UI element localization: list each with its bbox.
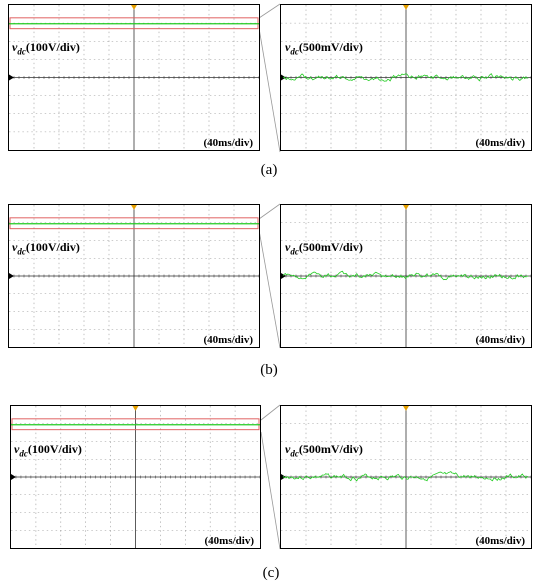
trigger-marker — [403, 205, 409, 210]
main-time-scale-b: (40ms/div) — [203, 334, 254, 346]
dc-voltage-ripple-trace — [282, 270, 529, 281]
zoom-scope-c: vdc(500mV/div) (40ms/div) — [280, 405, 532, 549]
ground-marker — [9, 74, 14, 81]
trigger-marker — [131, 205, 137, 210]
main-scope-c: vdc(100V/div) (40ms/div) — [10, 405, 261, 549]
main-grid-a — [9, 5, 259, 150]
zoom-scale-label-a: vdc(500mV/div) — [285, 40, 363, 57]
caption-a: (a) — [260, 162, 278, 178]
trigger-marker — [403, 406, 409, 411]
dc-voltage-ripple-trace — [282, 73, 529, 82]
main-time-scale-c: (40ms/div) — [204, 535, 255, 547]
main-scale-label-a: vdc(100V/div) — [12, 40, 80, 57]
main-time-scale-a: (40ms/div) — [203, 137, 254, 149]
zoom-scope-a: vdc(500mV/div) (40ms/div) — [280, 4, 532, 151]
main-scope-b: vdc(100V/div) (40ms/div) — [8, 204, 260, 348]
zoom-scale-label-b: vdc(500mV/div) — [285, 240, 363, 257]
zoom-scale-label-c: vdc(500mV/div) — [285, 442, 363, 459]
zoom-grid-c — [281, 406, 531, 548]
trigger-marker — [132, 406, 139, 411]
zoom-scope-b: vdc(500mV/div) (40ms/div) — [280, 204, 532, 348]
zoom-time-scale-b: (40ms/div) — [475, 334, 526, 346]
zoom-time-scale-a: (40ms/div) — [475, 137, 526, 149]
main-grid-c — [11, 406, 260, 548]
caption-c: (c) — [262, 565, 280, 581]
main-scope-a: vdc(100V/div) (40ms/div) — [8, 4, 260, 151]
caption-b: (b) — [260, 362, 278, 378]
ground-marker — [9, 273, 14, 279]
trigger-marker — [403, 5, 409, 10]
main-scale-label-b: vdc(100V/div) — [12, 240, 80, 257]
zoom-grid-a — [281, 5, 531, 150]
ground-marker — [281, 273, 286, 279]
ground-marker — [11, 474, 16, 480]
zoom-time-scale-c: (40ms/div) — [475, 535, 526, 547]
trigger-marker — [131, 5, 137, 10]
main-grid-b — [9, 205, 259, 347]
dc-voltage-ripple-trace — [282, 471, 529, 482]
main-scale-label-c: vdc(100V/div) — [14, 442, 82, 459]
zoom-grid-b — [281, 205, 531, 347]
